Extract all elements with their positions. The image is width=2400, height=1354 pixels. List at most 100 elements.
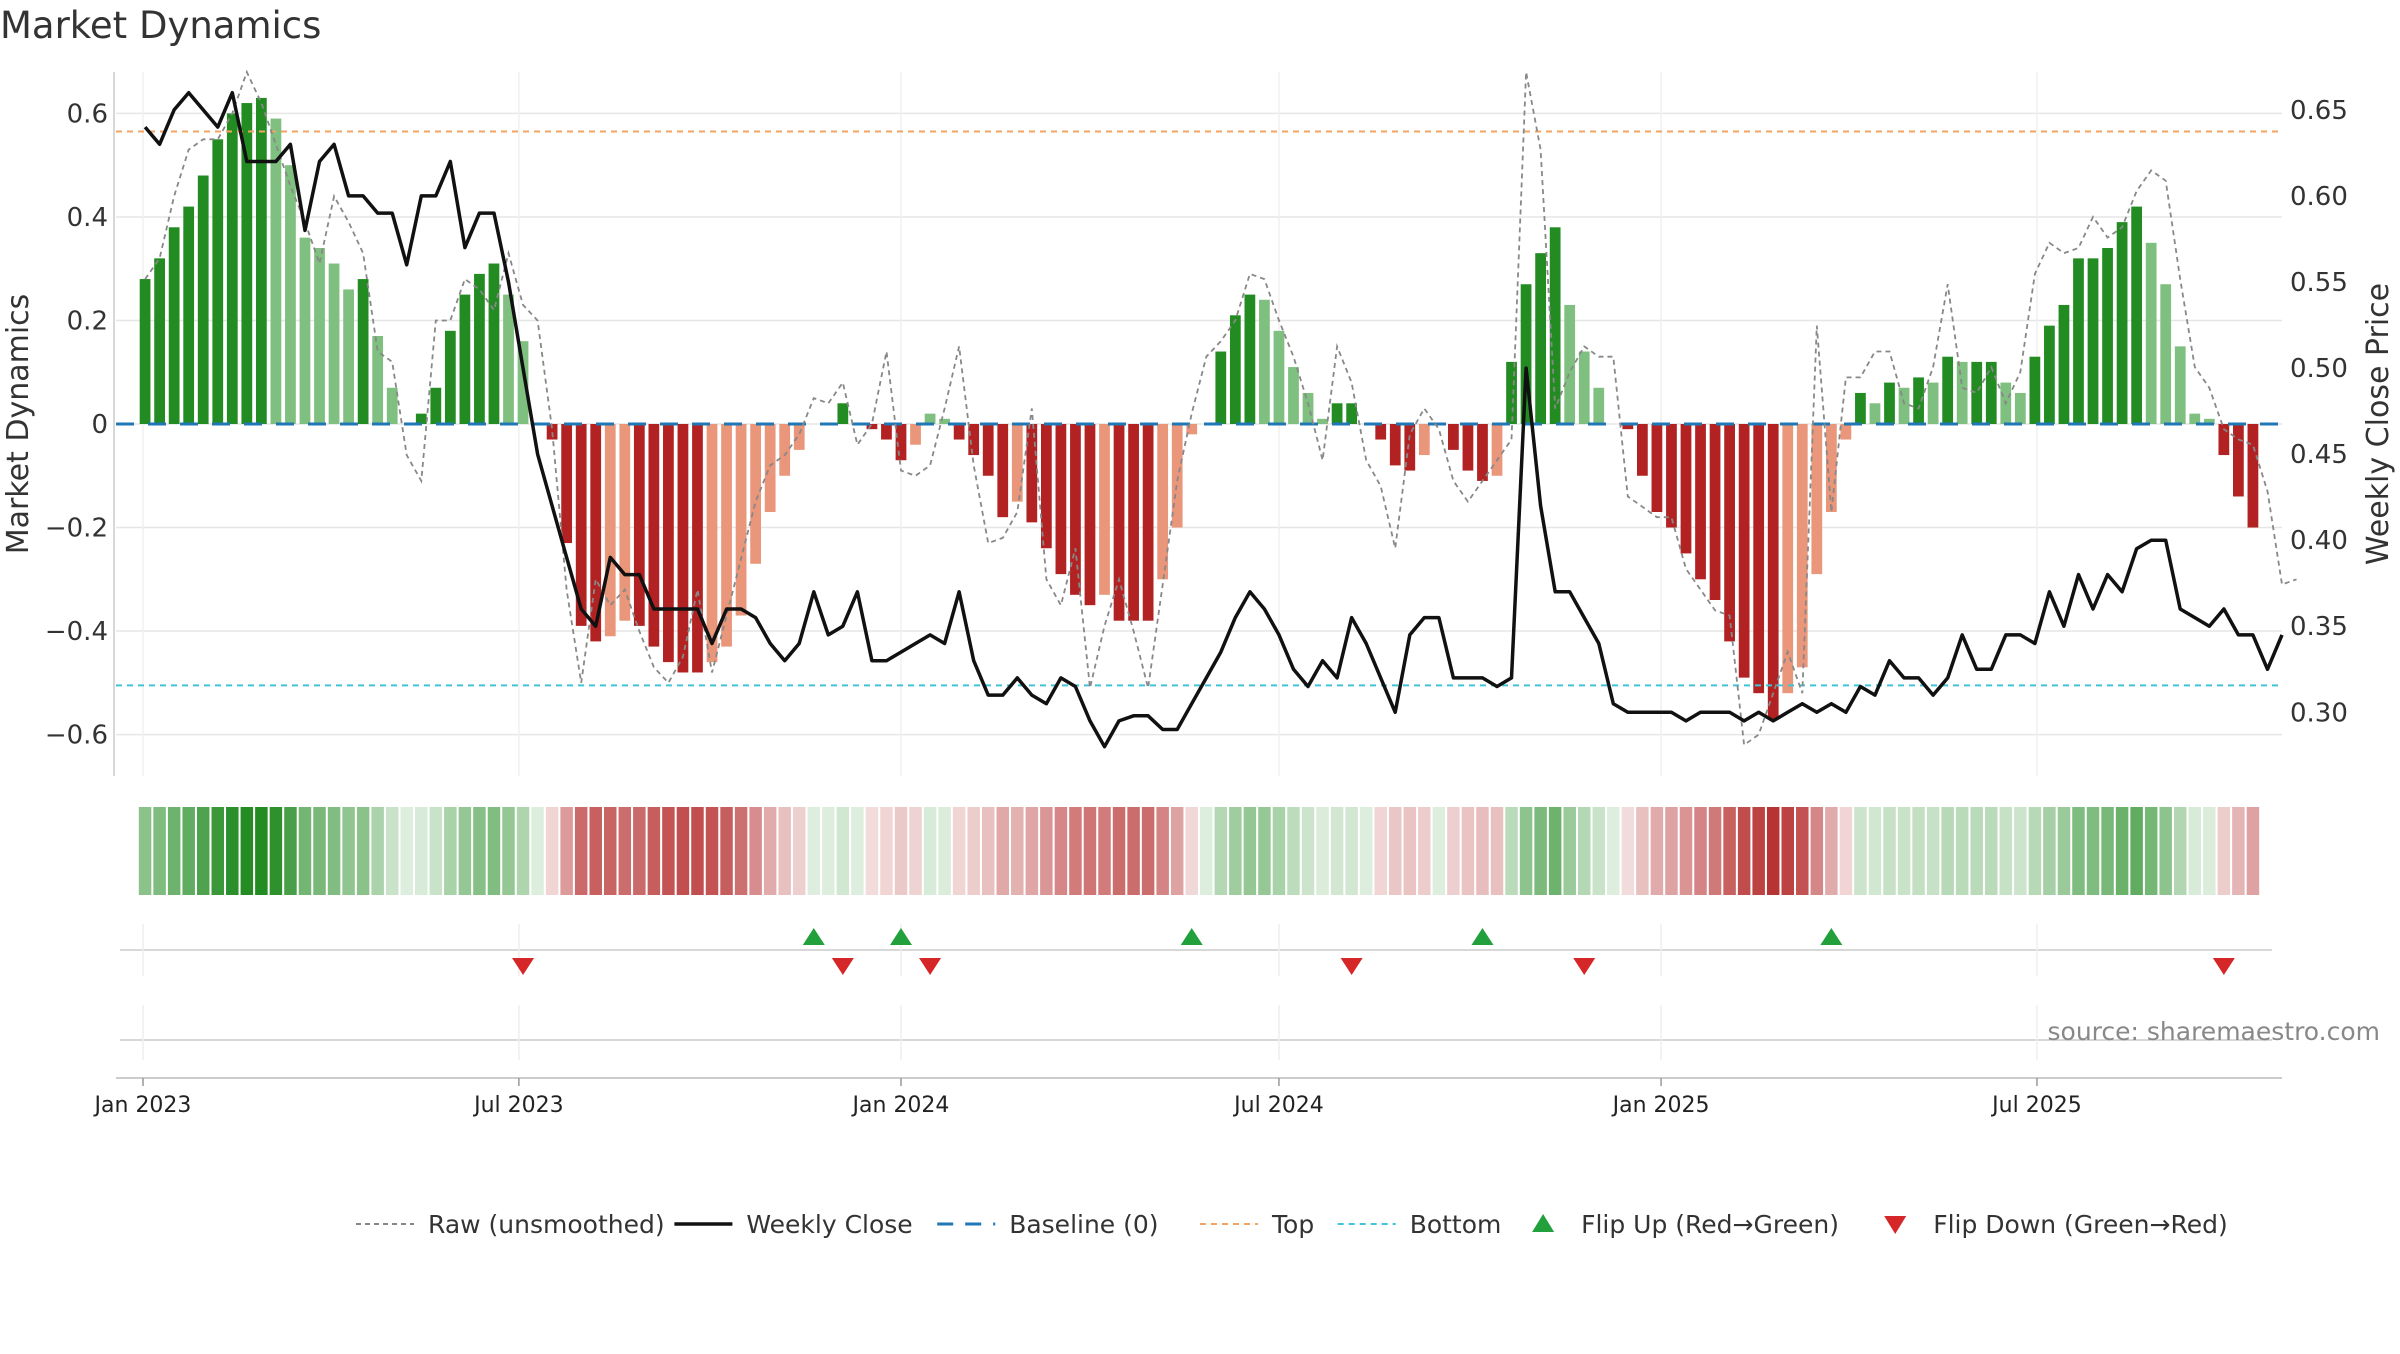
strength-cell (1534, 807, 1547, 895)
strength-cell (473, 807, 486, 895)
dynamics-bar (1622, 424, 1634, 430)
strength-cell (1112, 807, 1126, 895)
dynamics-bar (1462, 424, 1474, 471)
dynamics-bar (1651, 424, 1663, 512)
dynamics-bar (1520, 284, 1532, 424)
right-tick-label: 0.40 (2290, 526, 2348, 556)
strength-cell (2217, 807, 2231, 895)
right-tick-label: 0.55 (2290, 268, 2348, 298)
dynamics-bar (1244, 294, 1256, 424)
strength-cell (574, 807, 588, 895)
strength-cell (342, 807, 355, 895)
time-tick-label: Jan 2023 (93, 1093, 192, 1118)
strength-cell (255, 807, 268, 895)
right-tick-label: 0.45 (2290, 440, 2348, 470)
strength-cell (458, 807, 472, 895)
strength-cell (1941, 807, 1954, 895)
flip-down-marker (1340, 958, 1363, 975)
dynamics-bar (677, 424, 689, 673)
dynamics-bar (226, 113, 238, 424)
dynamics-bar (488, 263, 500, 424)
strength-cell (1548, 807, 1562, 895)
strength-cell (1243, 807, 1257, 895)
dynamics-bar (474, 273, 485, 424)
dynamics-bar (1593, 387, 1605, 424)
dynamics-bar (648, 424, 660, 647)
dynamics-bar (1302, 392, 1314, 424)
right-tick-label: 0.30 (2290, 698, 2348, 728)
strength-cell (429, 807, 443, 895)
legend-label: Bottom (1410, 1210, 1502, 1239)
strength-cell (662, 807, 675, 895)
strength-cell (1999, 807, 2013, 895)
dynamics-bar (1171, 424, 1183, 528)
left-tick-label: −0.2 (45, 514, 108, 544)
strength-cell (647, 807, 661, 895)
strength-cell (1127, 807, 1140, 895)
strength-cell (327, 807, 341, 895)
legend-item-flipdown: Flip Down (Green→Red) (1884, 1210, 2228, 1239)
strength-cell (400, 807, 413, 895)
strength-cell (182, 807, 195, 895)
dynamics-bar (1898, 387, 1910, 424)
dynamics-bar (764, 424, 776, 512)
dynamics-bar (1724, 424, 1735, 642)
strength-cell (1359, 807, 1373, 895)
strength-cell (1766, 807, 1780, 895)
dynamics-bar (1636, 424, 1648, 476)
dynamics-bar (1113, 424, 1125, 621)
dynamics-bar (1288, 367, 1299, 424)
strength-cell (981, 807, 995, 895)
strength-cell (2014, 807, 2027, 895)
dynamics-bar (444, 330, 456, 424)
dynamics-bar (590, 424, 602, 642)
strength-cell (371, 807, 384, 895)
legend-item-raw: Raw (unsmoothed) (356, 1210, 665, 1239)
dynamics-bar (2131, 206, 2143, 424)
dynamics-bar (546, 424, 558, 440)
dynamics-bar (1782, 424, 1794, 694)
strength-cell (1330, 807, 1344, 895)
strength-cell (851, 807, 864, 895)
strength-cell (938, 807, 951, 895)
dynamics-bar (1549, 227, 1561, 424)
strength-cell (1418, 807, 1431, 895)
dynamics-bar (663, 424, 674, 663)
dynamics-bar (982, 424, 994, 476)
legend: Raw (unsmoothed) Weekly Close Baseline (0)… (356, 1210, 2228, 1239)
dynamics-bar (2145, 242, 2157, 424)
flip-up-marker (1471, 928, 1494, 945)
dynamics-bar (314, 248, 325, 424)
dynamics-bar (1956, 361, 1968, 424)
dynamics-bar (866, 424, 878, 430)
dynamics-bar (561, 424, 573, 544)
strength-cell (2144, 807, 2158, 895)
strength-cell (1985, 807, 1998, 895)
dynamics-bar (1142, 424, 1154, 621)
strength-cell (1781, 807, 1794, 895)
dynamics-bar (2160, 284, 2172, 424)
left-tick-label: −0.4 (45, 617, 108, 647)
strength-cell (633, 807, 646, 895)
time-tick-label: Jan 2025 (1611, 1093, 1710, 1118)
strength-cell (2159, 807, 2172, 895)
strength-cell (444, 807, 457, 895)
dynamics-bar (285, 165, 296, 425)
strength-cell (1170, 807, 1184, 895)
strength-cell (516, 807, 530, 895)
dynamics-bar (1535, 253, 1546, 424)
strength-cell (1258, 807, 1271, 895)
strength-cell (531, 807, 544, 895)
strength-cell (836, 807, 850, 895)
strength-cell (1098, 807, 1111, 895)
strength-cell (894, 807, 908, 895)
dynamics-bar (1055, 424, 1067, 575)
dynamics-bar (299, 237, 311, 424)
strength-cell (1665, 807, 1678, 895)
dynamics-bar (1317, 418, 1328, 424)
right-axis-label: Weekly Close Price (2361, 283, 2396, 565)
strength-cell (385, 807, 399, 895)
dynamics-bar (1913, 377, 1924, 424)
